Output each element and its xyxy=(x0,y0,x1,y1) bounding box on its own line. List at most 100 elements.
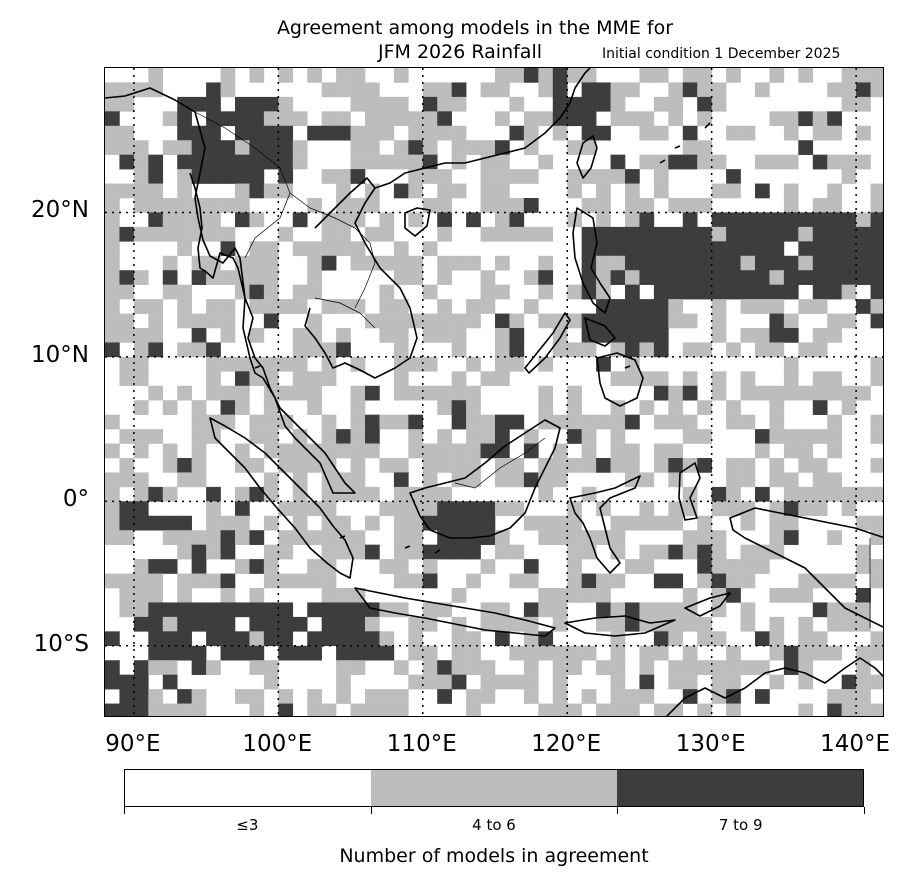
agreement-cell xyxy=(191,573,207,589)
agreement-cell xyxy=(697,270,712,285)
agreement-cell xyxy=(769,631,785,647)
agreement-cell xyxy=(653,573,669,589)
agreement-cell xyxy=(451,371,467,387)
agreement-cell xyxy=(783,356,799,372)
agreement-cell xyxy=(509,356,525,372)
agreement-cell xyxy=(856,241,871,257)
agreement-cell xyxy=(191,96,207,112)
agreement-cell xyxy=(336,169,351,184)
agreement-cell xyxy=(437,400,452,415)
agreement-cell xyxy=(422,125,438,141)
agreement-cell xyxy=(292,645,308,661)
agreement-cell xyxy=(350,169,366,184)
agreement-cell xyxy=(235,212,250,228)
agreement-cell xyxy=(177,645,192,661)
agreement-cell xyxy=(408,429,424,444)
agreement-cell xyxy=(119,183,135,199)
agreement-cell xyxy=(466,573,481,589)
agreement-cell xyxy=(523,515,539,531)
agreement-cell xyxy=(379,96,395,112)
agreement-cell xyxy=(639,270,655,285)
agreement-cell xyxy=(495,154,510,170)
agreement-cell xyxy=(596,573,611,589)
agreement-cell xyxy=(841,689,857,704)
agreement-cell xyxy=(812,385,828,401)
agreement-cell xyxy=(480,226,496,242)
agreement-cell xyxy=(581,458,597,473)
agreement-cell xyxy=(133,400,149,415)
agreement-cell xyxy=(682,674,698,690)
agreement-cell xyxy=(249,169,265,184)
agreement-cell xyxy=(408,140,424,155)
agreement-cell xyxy=(668,284,684,300)
border-laos-thailand xyxy=(289,192,376,309)
agreement-cell xyxy=(668,255,684,271)
agreement-cell xyxy=(278,573,294,589)
agreement-cell xyxy=(769,328,785,343)
agreement-cell xyxy=(105,125,120,141)
agreement-cell xyxy=(625,183,640,199)
agreement-cell xyxy=(148,169,164,184)
agreement-cell xyxy=(783,429,799,444)
agreement-cell xyxy=(133,486,149,502)
agreement-cell xyxy=(177,342,192,358)
agreement-cell xyxy=(668,270,684,285)
agreement-cell xyxy=(653,183,669,199)
agreement-cell xyxy=(206,313,221,329)
agreement-cell xyxy=(812,226,828,242)
agreement-cell xyxy=(495,530,510,545)
agreement-cell xyxy=(827,486,842,502)
agreement-cell xyxy=(162,674,178,690)
agreement-cell xyxy=(119,429,135,444)
agreement-cell xyxy=(480,559,496,574)
agreement-cell xyxy=(379,125,395,141)
agreement-cell xyxy=(755,82,770,98)
agreement-cell xyxy=(206,660,221,675)
agreement-cell xyxy=(263,284,279,300)
agreement-cell xyxy=(769,472,785,488)
agreement-cell xyxy=(408,443,424,459)
agreement-cell xyxy=(653,241,669,257)
agreement-cell xyxy=(292,241,308,257)
agreement-cell xyxy=(581,284,597,300)
agreement-cell xyxy=(466,472,481,488)
agreement-cell xyxy=(393,559,409,574)
agreement-cell xyxy=(798,616,814,632)
agreement-cell xyxy=(220,140,236,155)
agreement-cell xyxy=(856,486,871,502)
agreement-cell xyxy=(552,689,568,704)
agreement-cell xyxy=(668,154,684,170)
agreement-cell xyxy=(263,400,279,415)
agreement-cell xyxy=(798,241,814,257)
agreement-cell xyxy=(870,255,883,271)
agreement-cell xyxy=(856,703,871,716)
agreement-cell xyxy=(827,443,842,459)
agreement-cell xyxy=(336,602,351,618)
agreement-cell xyxy=(336,544,351,560)
agreement-cell xyxy=(812,486,828,502)
agreement-cell xyxy=(379,313,395,329)
agreement-cell xyxy=(755,429,770,444)
agreement-cell xyxy=(365,515,380,531)
agreement-cell xyxy=(466,356,481,372)
agreement-cell xyxy=(177,313,192,329)
agreement-cell xyxy=(350,154,366,170)
agreement-cell xyxy=(495,284,510,300)
agreement-cell xyxy=(495,544,510,560)
agreement-cell xyxy=(856,515,871,531)
agreement-cell xyxy=(119,602,135,618)
agreement-cell xyxy=(177,544,192,560)
agreement-cell xyxy=(726,703,741,716)
agreement-cell xyxy=(798,588,814,603)
agreement-cell xyxy=(841,674,857,690)
agreement-cell xyxy=(769,429,785,444)
agreement-cell xyxy=(321,631,337,647)
agreement-cell xyxy=(307,703,322,716)
agreement-cell xyxy=(856,226,871,242)
agreement-cell xyxy=(596,255,611,271)
agreement-cell xyxy=(495,429,510,444)
agreement-cell xyxy=(162,631,178,647)
agreement-cell xyxy=(336,68,351,83)
agreement-cell xyxy=(422,486,438,502)
agreement-cell xyxy=(538,414,554,430)
